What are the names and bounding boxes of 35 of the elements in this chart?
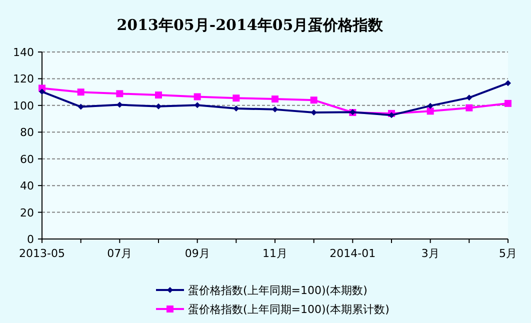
y-tick-label: 40 [20, 180, 34, 193]
y-tick-label: 0 [27, 233, 34, 246]
x-tick-label: 11月 [262, 247, 288, 260]
legend-label: 蛋价格指数(上年同期=100)(本期累计数) [188, 303, 390, 316]
y-tick-label: 20 [20, 206, 34, 220]
point [310, 96, 318, 104]
x-tick-label: 3月 [421, 247, 440, 260]
point [272, 96, 278, 103]
point [388, 112, 394, 118]
y-tick-label: 120 [13, 72, 34, 86]
legend-label: 蛋价格指数(上年同期=100)(本期数) [188, 284, 368, 297]
point [232, 94, 240, 102]
point [156, 103, 162, 110]
point [466, 94, 472, 101]
point [504, 100, 512, 107]
point [426, 108, 434, 115]
point [155, 92, 162, 99]
point [466, 104, 473, 112]
point [77, 88, 84, 96]
chart-title: 2013年05月-2014年05月蛋价格指数 [116, 16, 384, 34]
point [427, 102, 434, 109]
x-tick-label: 09月 [184, 247, 210, 260]
x-tick-label: 2013-05 [19, 247, 65, 260]
point [39, 88, 45, 95]
y-tick-label: 100 [13, 99, 34, 112]
y-tick-label: 60 [20, 152, 34, 166]
point [505, 80, 511, 86]
x-tick-label: 2014-01 [330, 247, 376, 260]
point [116, 90, 124, 98]
y-tick-label: 80 [20, 126, 34, 140]
x-tick-label: 07月 [107, 247, 132, 260]
y-tick-label: 140 [13, 46, 34, 59]
point [194, 93, 201, 100]
point [272, 106, 278, 112]
x-tick-label: 5月 [499, 247, 517, 260]
